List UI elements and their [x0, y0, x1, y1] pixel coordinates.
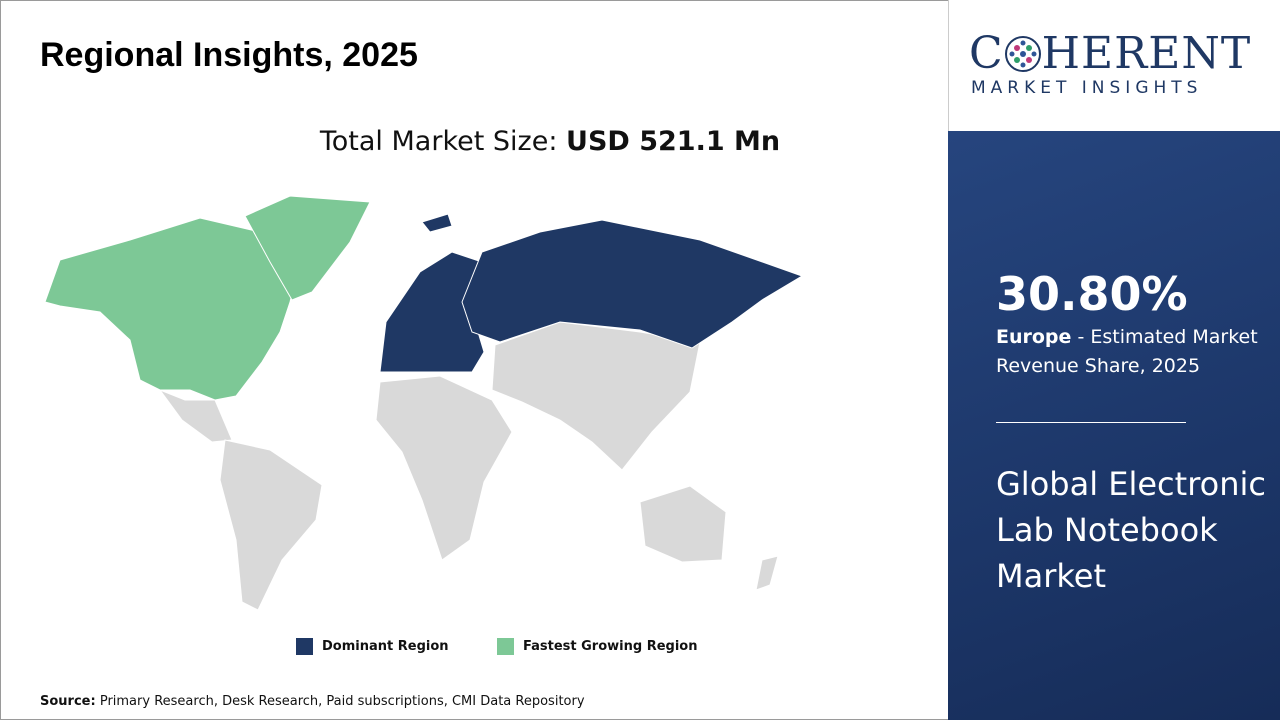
divider: [996, 422, 1186, 423]
market-size-value: USD 521.1 Mn: [566, 126, 781, 157]
logo-name-start: C: [969, 28, 1004, 79]
world-map: [44, 195, 804, 611]
logo-name: C HERENT: [969, 28, 1251, 79]
logo-tagline: MARKET INSIGHTS: [971, 78, 1203, 98]
insight-panel: 30.80% Europe - Estimated Market Revenue…: [948, 131, 1280, 720]
market-name: Global Electronic Lab Notebook Market: [996, 465, 1266, 595]
caption-text: - Estimated Market Revenue Share, 2025: [996, 326, 1258, 377]
asia: [491, 321, 701, 471]
share-caption: Europe - Estimated Market Revenue Share,…: [996, 323, 1271, 381]
new-zealand: [755, 555, 779, 591]
logo-name-end: HERENT: [1041, 28, 1252, 79]
russia: [461, 219, 804, 349]
region: Europe: [996, 326, 1072, 348]
source: Source: Primary Research, Desk Research,…: [40, 694, 585, 709]
title: Regional Insights, 2025: [40, 36, 418, 74]
legend-label: Fastest Growing Region: [523, 639, 698, 654]
source-label: Source:: [40, 694, 96, 709]
australia: [639, 485, 727, 563]
iceland: [421, 213, 453, 233]
north-america: [44, 217, 301, 401]
market-size: Total Market Size: USD 521.1 Mn: [0, 126, 1100, 157]
central-america: [158, 388, 233, 443]
africa: [375, 375, 513, 561]
legend-item: Dominant Region: [296, 638, 449, 655]
share-value: 30.80%: [996, 267, 1188, 321]
legend-swatch: [296, 638, 313, 655]
legend-label: Dominant Region: [322, 639, 449, 654]
south-america: [219, 439, 323, 611]
sidebar: C HERENT MARKET INSIGHTS 30.80% Europe -…: [948, 0, 1280, 720]
greenland: [244, 195, 371, 301]
market-size-label: Total Market Size:: [319, 126, 558, 157]
source-text: Primary Research, Desk Research, Paid su…: [99, 694, 585, 709]
legend-swatch: [497, 638, 514, 655]
legend-item: Fastest Growing Region: [497, 638, 697, 655]
logo: C HERENT MARKET INSIGHTS: [948, 0, 1280, 131]
logo-globe: [1004, 35, 1041, 72]
